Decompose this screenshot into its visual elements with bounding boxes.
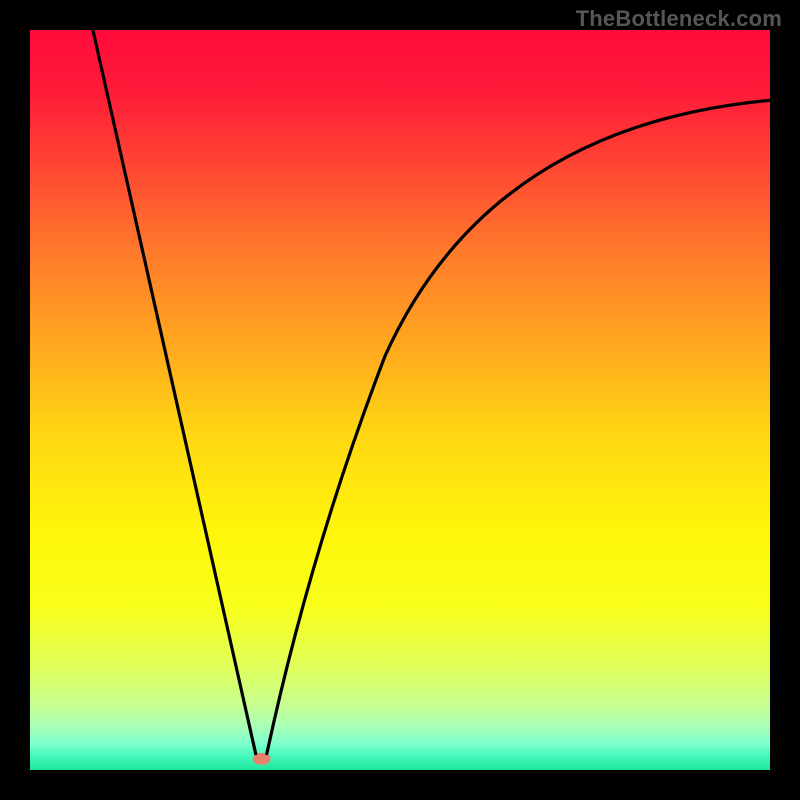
chart-frame: TheBottleneck.com (0, 0, 800, 800)
watermark-label: TheBottleneck.com (576, 6, 782, 32)
chart-svg (0, 0, 800, 800)
chart-canvas (0, 0, 800, 800)
plot-area-gradient (30, 30, 770, 770)
